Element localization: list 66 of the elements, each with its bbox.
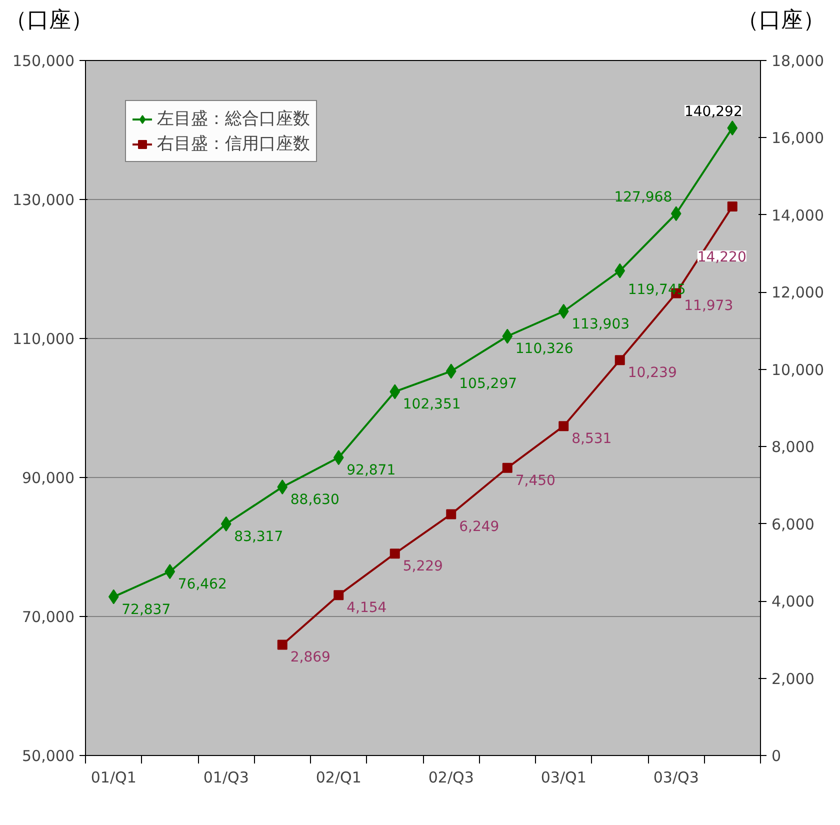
data-label: 7,450 bbox=[515, 472, 556, 489]
y-tick-label: 150,000 bbox=[12, 52, 74, 70]
data-label: 102,351 bbox=[402, 396, 461, 413]
point bbox=[390, 384, 400, 400]
point bbox=[446, 364, 456, 379]
legend-label: 右目盛：信用口座数 bbox=[157, 133, 310, 155]
x-tick-label: 01/Q1 bbox=[90, 768, 136, 786]
x-tick-label: 02/Q1 bbox=[316, 768, 362, 786]
y-tick-label: 50,000 bbox=[22, 747, 75, 765]
y2-tick-label: 18,000 bbox=[772, 52, 824, 70]
data-label: 4,154 bbox=[346, 600, 387, 616]
y-tick-label: 90,000 bbox=[22, 469, 75, 487]
point bbox=[614, 355, 625, 366]
data-label: 5,229 bbox=[402, 558, 443, 575]
legend-label: 左目盛：総合口座数 bbox=[157, 108, 310, 130]
data-label: 8,531 bbox=[572, 431, 612, 448]
data-label: 113,903 bbox=[572, 316, 630, 332]
data-label: 72,837 bbox=[122, 602, 171, 618]
y2-tick-label: 10,000 bbox=[772, 360, 824, 379]
point bbox=[727, 201, 738, 212]
y2-tick-label: 2,000 bbox=[772, 670, 814, 688]
point bbox=[390, 548, 400, 559]
y2-tick-label: 0 bbox=[772, 747, 782, 765]
point bbox=[108, 589, 119, 604]
x-tick-label: 03/Q1 bbox=[540, 768, 586, 786]
data-label: 105,297 bbox=[459, 376, 518, 392]
y2-tick-label: 8,000 bbox=[772, 438, 814, 456]
point bbox=[334, 590, 344, 600]
y2-tick-label: 14,000 bbox=[772, 206, 824, 224]
y2-tick-label: 4,000 bbox=[772, 592, 814, 611]
y2-tick-label: 12,000 bbox=[772, 284, 824, 302]
y-tick-label: 70,000 bbox=[22, 608, 75, 626]
data-label: 11,973 bbox=[684, 298, 734, 314]
data-label: 10,239 bbox=[628, 365, 677, 382]
data-label: 14,220 bbox=[697, 249, 746, 266]
data-label: 2,869 bbox=[290, 650, 330, 666]
data-label: 140,292 bbox=[684, 104, 742, 120]
data-label: 6,249 bbox=[459, 519, 500, 536]
point bbox=[502, 462, 512, 473]
data-label: 127,968 bbox=[614, 190, 672, 206]
point bbox=[670, 206, 682, 222]
y2-axis-title: （口座） bbox=[737, 7, 825, 35]
point bbox=[558, 304, 569, 319]
data-label: 110,326 bbox=[515, 341, 574, 358]
data-label: 92,871 bbox=[346, 462, 396, 479]
x-tick-label: 02/Q3 bbox=[428, 768, 474, 786]
data-label: 76,462 bbox=[178, 576, 227, 593]
point bbox=[277, 480, 288, 495]
y-tick-label: 130,000 bbox=[12, 191, 74, 209]
point bbox=[614, 263, 626, 278]
point bbox=[164, 564, 176, 580]
point bbox=[502, 328, 513, 344]
point bbox=[333, 450, 344, 466]
y-tick-label: 110,000 bbox=[12, 330, 74, 348]
y2-tick-label: 16,000 bbox=[772, 129, 824, 148]
y2-tick-label: 6,000 bbox=[772, 515, 814, 534]
x-tick-label: 01/Q3 bbox=[203, 768, 249, 786]
point bbox=[220, 516, 232, 532]
point bbox=[727, 120, 738, 136]
y-axis-title: （口座） bbox=[5, 7, 93, 35]
data-label: 83,317 bbox=[234, 528, 284, 545]
point bbox=[277, 640, 288, 650]
point bbox=[558, 421, 569, 432]
data-label: 88,630 bbox=[290, 492, 340, 508]
x-tick-label: 03/Q3 bbox=[653, 768, 699, 786]
point bbox=[446, 509, 456, 520]
